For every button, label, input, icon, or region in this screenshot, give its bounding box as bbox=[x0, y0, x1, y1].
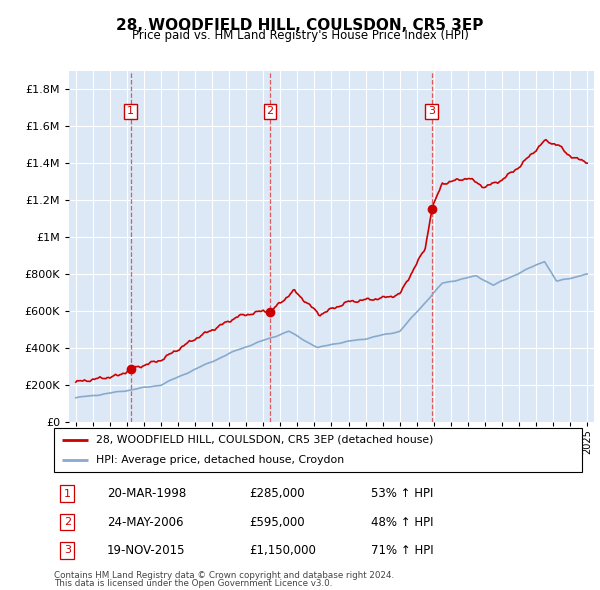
Text: 3: 3 bbox=[428, 106, 435, 116]
Text: 1: 1 bbox=[127, 106, 134, 116]
Text: 2: 2 bbox=[266, 106, 274, 116]
FancyBboxPatch shape bbox=[54, 428, 582, 472]
Text: £1,150,000: £1,150,000 bbox=[250, 544, 316, 557]
Text: 71% ↑ HPI: 71% ↑ HPI bbox=[371, 544, 433, 557]
Text: 2: 2 bbox=[64, 517, 71, 527]
Text: This data is licensed under the Open Government Licence v3.0.: This data is licensed under the Open Gov… bbox=[54, 579, 332, 588]
Text: 20-MAR-1998: 20-MAR-1998 bbox=[107, 487, 186, 500]
Text: 28, WOODFIELD HILL, COULSDON, CR5 3EP (detached house): 28, WOODFIELD HILL, COULSDON, CR5 3EP (d… bbox=[96, 435, 434, 445]
Text: £595,000: £595,000 bbox=[250, 516, 305, 529]
Text: 3: 3 bbox=[64, 546, 71, 555]
Text: 48% ↑ HPI: 48% ↑ HPI bbox=[371, 516, 433, 529]
Text: Contains HM Land Registry data © Crown copyright and database right 2024.: Contains HM Land Registry data © Crown c… bbox=[54, 571, 394, 579]
Text: 53% ↑ HPI: 53% ↑ HPI bbox=[371, 487, 433, 500]
Text: Price paid vs. HM Land Registry's House Price Index (HPI): Price paid vs. HM Land Registry's House … bbox=[131, 30, 469, 42]
Text: HPI: Average price, detached house, Croydon: HPI: Average price, detached house, Croy… bbox=[96, 455, 344, 465]
Text: 24-MAY-2006: 24-MAY-2006 bbox=[107, 516, 184, 529]
Text: 19-NOV-2015: 19-NOV-2015 bbox=[107, 544, 185, 557]
Text: £285,000: £285,000 bbox=[250, 487, 305, 500]
Text: 28, WOODFIELD HILL, COULSDON, CR5 3EP: 28, WOODFIELD HILL, COULSDON, CR5 3EP bbox=[116, 18, 484, 32]
Text: 1: 1 bbox=[64, 489, 71, 499]
